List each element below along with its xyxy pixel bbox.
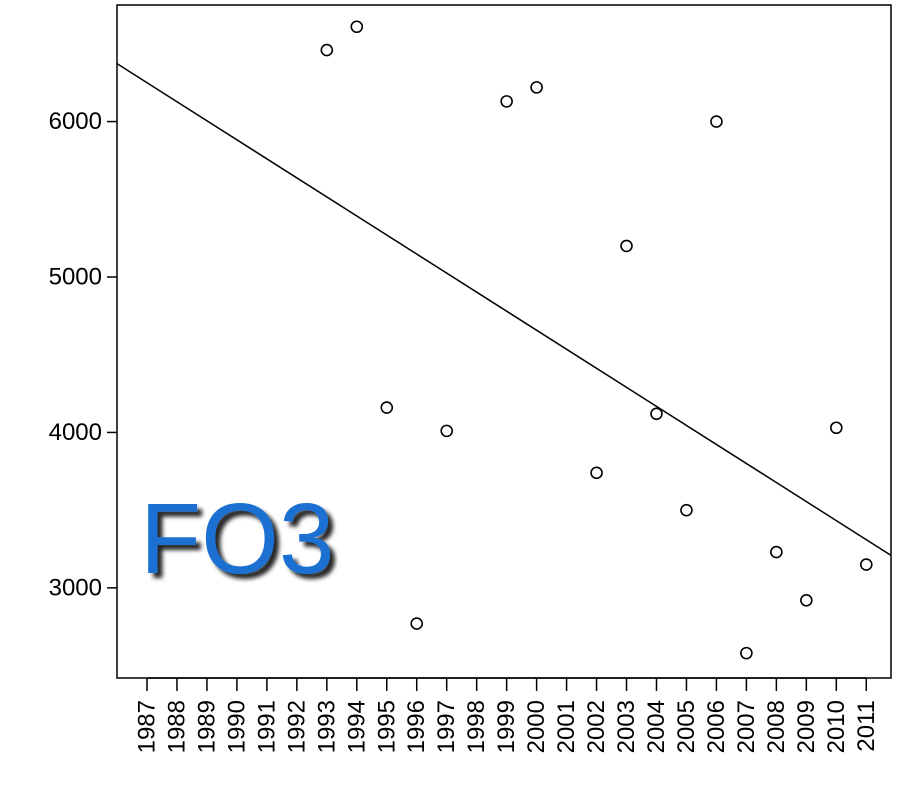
x-tick-label: 1987: [134, 700, 161, 753]
x-tick-label: 2000: [523, 700, 550, 753]
x-tick-label: 2008: [763, 700, 790, 753]
x-tick-label: 1991: [253, 700, 280, 753]
x-tick-label: 1992: [283, 700, 310, 753]
data-point: [650, 407, 663, 421]
data-point: [500, 95, 513, 108]
x-tick-label: 1994: [343, 700, 370, 753]
x-tick-label: 2011: [853, 700, 880, 752]
x-tick-label: 1998: [463, 700, 490, 753]
data-point: [770, 545, 783, 559]
data-point: [350, 20, 364, 34]
x-tick-label: 2010: [823, 700, 850, 753]
data-point: [320, 43, 334, 57]
x-tick-label: 2003: [613, 700, 640, 753]
x-tick-label: 1988: [163, 700, 190, 753]
x-tick-label: 1997: [433, 700, 460, 753]
x-tick-label: 2006: [703, 700, 730, 753]
y-tick-label: 3000: [49, 574, 102, 601]
data-point: [590, 466, 603, 480]
y-tick-label: 6000: [49, 108, 102, 135]
data-point: [440, 424, 454, 438]
x-tick-label: 1995: [373, 700, 400, 753]
y-tick-label: 4000: [49, 419, 102, 446]
data-point: [410, 617, 424, 630]
data-point: [830, 421, 843, 435]
x-tick-label: 1993: [313, 700, 340, 753]
data-point: [680, 503, 693, 517]
data-point: [800, 593, 813, 607]
overlay-label: FO3: [140, 483, 334, 595]
x-tick-label: 1999: [493, 700, 520, 753]
trend-line: [116, 63, 892, 557]
x-tick-label: 2005: [673, 700, 700, 753]
data-point: [620, 239, 633, 253]
x-tick-label: 2004: [643, 700, 670, 753]
data-point: [530, 81, 543, 94]
x-tick-label: 2002: [583, 700, 610, 753]
x-tick-label: 1989: [193, 700, 220, 753]
data-point: [380, 401, 394, 414]
x-tick-label: 1990: [223, 700, 250, 753]
data-point: [710, 115, 723, 128]
x-tick-label: 2001: [553, 700, 580, 753]
x-tick-label: 1996: [403, 700, 430, 753]
data-point: [740, 646, 753, 660]
y-tick-label: 5000: [49, 263, 102, 290]
x-tick-label: 2009: [793, 700, 820, 753]
data-point: [859, 558, 873, 571]
x-tick-label: 2007: [733, 700, 760, 753]
